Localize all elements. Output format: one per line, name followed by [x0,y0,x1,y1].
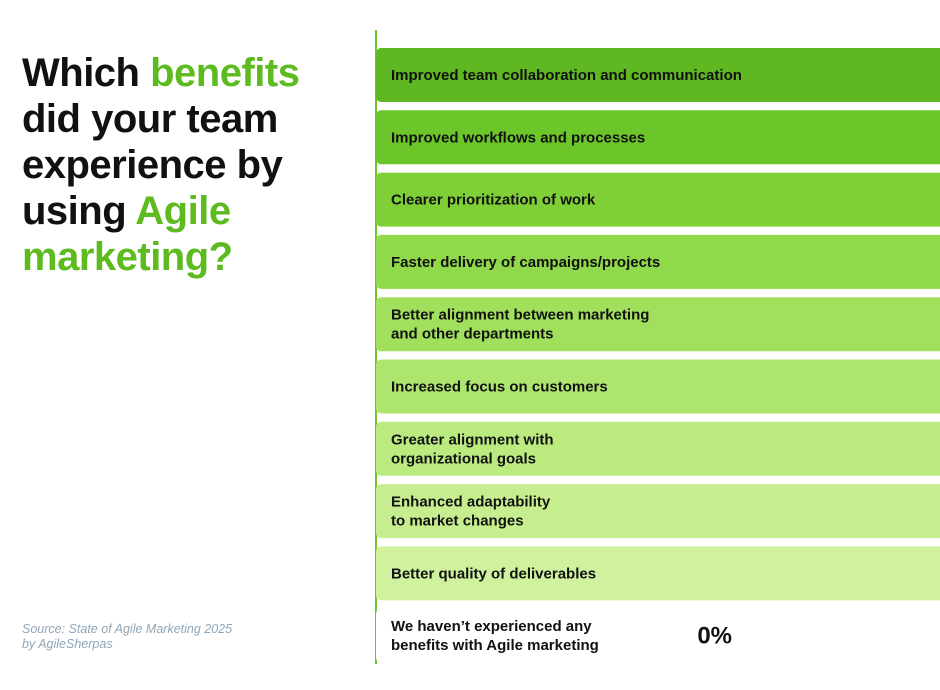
source-line-1: Source: State of Agile Marketing 2025 [22,622,233,636]
bar [376,110,940,165]
title-highlight-benefits: benefits [150,51,300,95]
bar-category-label: Faster delivery of campaigns/projects [391,254,660,271]
bar [376,359,940,414]
bar-group: Increased focus on customers44% [376,359,940,414]
title-part-1: Which [22,51,151,95]
bar [376,297,940,352]
title-part-2: did your team experience by using [22,97,283,233]
source-line-2: by AgileSherpas [22,637,113,651]
bar-category-label: Improved workflows and processes [391,129,645,146]
bar-category-label: Greater alignment with [391,431,554,448]
bar [376,484,940,539]
bar-group: Better alignment between marketing and ot… [376,297,940,352]
bar [376,546,940,601]
bar-group: Better quality of deliverables39% [376,546,940,601]
bar-group: Clearer prioritization of work56% [376,172,940,227]
bar-group: We haven’t experienced any benefits with … [376,608,740,663]
bar-category-label: Increased focus on customers [391,379,608,396]
source-note: Source: State of Agile Marketing 2025 by… [22,622,322,652]
bar [376,608,740,663]
bar-group: Improved team collaboration and communic… [376,48,940,102]
bar [376,48,940,102]
chart-title: Which benefits did your team experience … [22,50,352,280]
bar [376,421,940,476]
bar-category-label: benefits with Agile marketing [391,637,599,654]
title-highlight-agile: Agile marketing? [22,189,233,279]
bar-category-label: We haven’t experienced any [391,618,592,635]
bar-group: Improved workflows and processes56% [376,110,940,165]
bar [376,172,940,227]
bar [376,234,940,289]
bar-category-label: Improved team collaboration and communic… [391,67,742,84]
bar-category-label: Clearer prioritization of work [391,192,596,209]
bar-value-label: 0% [697,623,732,650]
bar-category-label: Better quality of deliverables [391,565,596,582]
bar-group: Faster delivery of campaigns/projects51% [376,234,940,289]
bar-category-label: to market changes [391,513,524,530]
bar-group: Greater alignment with organizational goa… [376,421,940,476]
bar-category-label: organizational goals [391,450,536,467]
bar-category-label: and other departments [391,326,554,343]
bar-category-label: Enhanced adaptability [391,494,551,511]
bar-category-label: Better alignment between marketing [391,307,649,324]
